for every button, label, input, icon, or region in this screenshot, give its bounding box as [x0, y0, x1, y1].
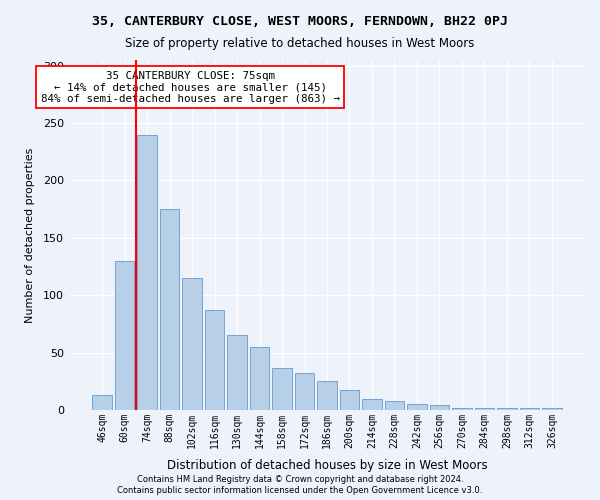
Bar	[497, 408, 517, 410]
Bar	[542, 408, 562, 410]
Bar	[407, 404, 427, 410]
Bar	[250, 347, 269, 410]
Text: Contains HM Land Registry data © Crown copyright and database right 2024.: Contains HM Land Registry data © Crown c…	[137, 475, 463, 484]
Bar	[137, 134, 157, 410]
Bar	[272, 368, 292, 410]
Bar	[475, 408, 494, 410]
Bar	[452, 408, 472, 410]
Bar	[160, 209, 179, 410]
Bar	[362, 398, 382, 410]
Bar	[182, 278, 202, 410]
X-axis label: Distribution of detached houses by size in West Moors: Distribution of detached houses by size …	[167, 459, 487, 472]
Bar	[205, 310, 224, 410]
Y-axis label: Number of detached properties: Number of detached properties	[25, 148, 35, 322]
Bar	[295, 374, 314, 410]
Text: Contains public sector information licensed under the Open Government Licence v3: Contains public sector information licen…	[118, 486, 482, 495]
Bar	[317, 382, 337, 410]
Text: 35, CANTERBURY CLOSE, WEST MOORS, FERNDOWN, BH22 0PJ: 35, CANTERBURY CLOSE, WEST MOORS, FERNDO…	[92, 15, 508, 28]
Text: Size of property relative to detached houses in West Moors: Size of property relative to detached ho…	[125, 38, 475, 51]
Bar	[385, 401, 404, 410]
Bar	[227, 336, 247, 410]
Text: 35 CANTERBURY CLOSE: 75sqm
← 14% of detached houses are smaller (145)
84% of sem: 35 CANTERBURY CLOSE: 75sqm ← 14% of deta…	[41, 70, 340, 104]
Bar	[430, 406, 449, 410]
Bar	[340, 390, 359, 410]
Bar	[92, 395, 112, 410]
Bar	[520, 408, 539, 410]
Bar	[115, 261, 134, 410]
